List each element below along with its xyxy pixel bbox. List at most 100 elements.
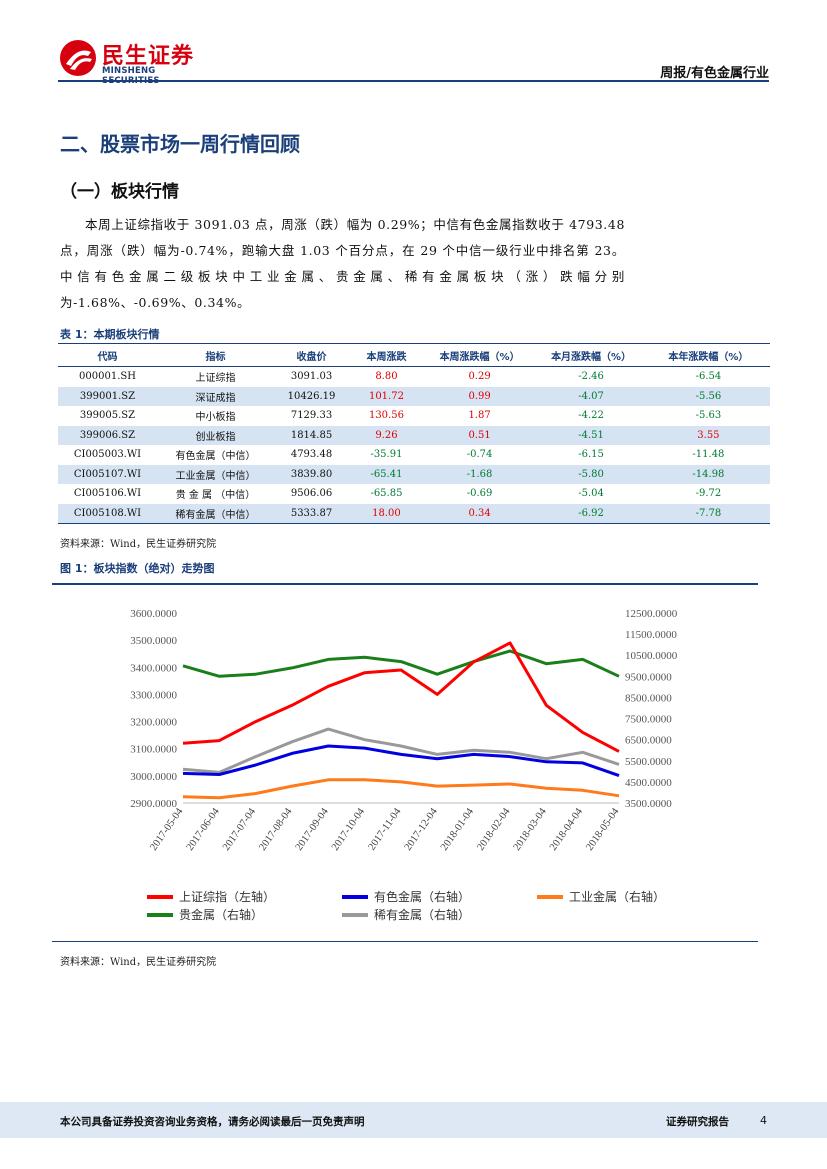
x-tick-label: 2017-06-04 xyxy=(185,806,223,853)
table-cell: -5.63 xyxy=(695,410,722,422)
table-cell: -5.80 xyxy=(535,464,647,484)
x-tick-label: 2017-11-04 xyxy=(367,806,404,853)
x-tick-label: 2017-10-04 xyxy=(330,806,368,853)
table-cell: 3.55 xyxy=(646,425,770,445)
table-cell: 5333.87 xyxy=(273,503,350,524)
col-header-week-change: 本周涨跌 xyxy=(349,343,424,367)
table-cell: 18.00 xyxy=(349,503,424,524)
y-left-tick-label: 3300.0000 xyxy=(130,689,177,701)
table-row: CI005108.WI 稀有金属（中信） 5333.87 18.00 0.34 -6.92… xyxy=(58,503,770,524)
table-cell: -35.91 xyxy=(370,449,403,461)
table-cell: 130.56 xyxy=(368,410,404,422)
table-cell: 中小板指 xyxy=(195,412,236,424)
col-header-code: 代码 xyxy=(58,343,157,367)
y-left-tick-label: 3000.0000 xyxy=(130,771,177,783)
brand-logo: 民生证券 MINSHENG SECURITIES xyxy=(58,38,208,86)
table-cell: -4.07 xyxy=(535,386,647,406)
table-cell: 稀有金属（中信） xyxy=(157,503,274,524)
y-right-tick-label: 12500.0000 xyxy=(625,608,678,620)
table-cell: 101.72 xyxy=(349,386,424,406)
table-cell: 399001.SZ xyxy=(58,386,157,406)
x-tick-label: 2017-12-04 xyxy=(403,806,441,853)
section-title: 二、股票市场一周行情回顾 xyxy=(60,132,300,156)
series-line-1 xyxy=(182,744,620,778)
table-row: 000001.SH 上证综指 3091.03 8.80 0.29 -2.46 -6.54 xyxy=(58,367,770,387)
logo-text-en: MINSHENG SECURITIES xyxy=(102,66,159,86)
table-cell: -0.74 xyxy=(466,449,493,461)
y-right-tick-label: 9500.0000 xyxy=(625,671,672,683)
y-left-tick-label: 2900.0000 xyxy=(130,798,177,810)
table-cell: 0.99 xyxy=(423,386,536,406)
table-row: 399005.SZ 中小板指 7129.33 130.56 1.87 -4.22 -5.63 xyxy=(58,406,770,426)
subsection-title: （一）板块行情 xyxy=(60,182,179,202)
legend-label-4: 稀有金属（右轴） xyxy=(374,907,470,922)
table-cell: -1.68 xyxy=(423,464,536,484)
series-line-0 xyxy=(182,641,620,753)
table-row: 399001.SZ 深证成指 10426.19 101.72 0.99 -4.07 -5.5… xyxy=(58,386,770,406)
table-cell: -65.41 xyxy=(349,464,424,484)
y-right-tick-label: 8500.0000 xyxy=(625,692,672,704)
y-left-tick-label: 3200.0000 xyxy=(130,717,177,729)
table-cell: 9506.06 xyxy=(290,488,333,500)
series-line-4 xyxy=(182,727,620,774)
table-row: CI005003.WI 有色金属（中信） 4793.48 -35.91 -0.74 -6.… xyxy=(58,445,770,465)
legend-label-3: 贵金属（右轴） xyxy=(179,907,263,922)
sector-index-chart: 2900.0000 3000.0000 3100.0000 3200.0000 3300… xyxy=(130,608,678,922)
legend-label-2: 工业金属（右轴） xyxy=(569,889,665,904)
table-cell: 创业板指 xyxy=(157,425,274,445)
table-cell: 1.87 xyxy=(468,410,491,422)
table-cell: 3839.80 xyxy=(273,464,350,484)
table-row: CI005107.WI 工业金属（中信） 3839.80 -65.41 -1.68 -5.… xyxy=(58,464,770,484)
figure-bottom-rule xyxy=(52,941,758,942)
y-right-tick-label: 10500.0000 xyxy=(625,650,678,662)
table-cell: 上证综指 xyxy=(195,373,236,385)
series-line-2 xyxy=(182,778,620,800)
table-cell: CI005003.WI xyxy=(73,449,142,461)
table-cell: -5.56 xyxy=(646,386,770,406)
table-cell: 7129.33 xyxy=(290,410,333,422)
table-cell: -6.92 xyxy=(535,503,647,524)
report-type-label: 周报/有色金属行业 xyxy=(660,66,769,81)
table-cell: -6.54 xyxy=(695,371,722,383)
y-left-tick-label: 3600.0000 xyxy=(130,608,177,620)
x-tick-label: 2018-01-04 xyxy=(439,806,477,853)
col-header-index: 指标 xyxy=(157,343,274,367)
table-cell: 深证成指 xyxy=(157,386,274,406)
table-cell: -11.48 xyxy=(692,449,725,461)
y-right-tick-label: 7500.0000 xyxy=(625,714,672,726)
x-tick-label: 2017-08-04 xyxy=(257,806,295,853)
table-cell: 工业金属（中信） xyxy=(157,464,274,484)
legend-label-1: 有色金属（右轴） xyxy=(374,889,470,904)
y-left-tick-label: 3100.0000 xyxy=(130,744,177,756)
col-header-week-pct: 本周涨跌幅（%） xyxy=(423,343,536,367)
table-cell: 有色金属（中信） xyxy=(175,451,256,463)
table-cell: -4.51 xyxy=(535,425,647,445)
table-cell: -5.04 xyxy=(578,488,604,500)
table-cell: 1814.85 xyxy=(273,425,350,445)
table-cell: 贵 金 属 （中信） xyxy=(175,490,256,502)
y-left-tick-label: 3500.0000 xyxy=(130,635,177,647)
page-number: 4 xyxy=(760,1114,767,1127)
footer-report-label: 证券研究报告 xyxy=(666,1116,729,1128)
figure-top-rule xyxy=(52,583,758,585)
x-tick-label: 2018-02-04 xyxy=(475,806,513,853)
table-cell: 0.29 xyxy=(468,371,491,383)
y-right-tick-label: 5500.0000 xyxy=(625,756,672,768)
table-cell: 0.34 xyxy=(423,503,536,524)
y-right-tick-label: 4500.0000 xyxy=(625,777,672,789)
summary-paragraph: 本周上证综指收于 3091.03 点，周涨（跌）幅为 0.29%；中信有色金属指… xyxy=(60,217,625,310)
footer-disclaimer: 本公司具备证券投资咨询业务资格，请务必阅读最后一页免责声明 xyxy=(60,1116,365,1128)
x-tick-label: 2018-04-04 xyxy=(548,806,586,853)
x-tick-label: 2018-03-04 xyxy=(512,806,550,853)
table-cell: 0.51 xyxy=(423,425,536,445)
table-header-row: 代码 指标 收盘价 本周涨跌 本周涨跌幅（%） 本月涨跌幅（%） 本年涨跌幅（%… xyxy=(58,343,770,367)
logo-text-cn: 民生证券 xyxy=(102,44,195,69)
table-row: CI005106.WI 贵 金 属 （中信） 9506.06 -65.85 -0.69 -… xyxy=(58,484,770,504)
y-right-tick-label: 11500.0000 xyxy=(625,629,677,641)
table-cell: 9.26 xyxy=(349,425,424,445)
y-right-tick-label: 6500.0000 xyxy=(625,735,672,747)
sector-table: 代码 指标 收盘价 本周涨跌 本周涨跌幅（%） 本月涨跌幅（%） 本年涨跌幅（%… xyxy=(58,343,770,524)
table-cell: -2.46 xyxy=(578,371,604,383)
y-left-tick-label: 3400.0000 xyxy=(130,662,177,674)
table-source: 资料来源：Wind，民生证券研究院 xyxy=(60,539,217,550)
